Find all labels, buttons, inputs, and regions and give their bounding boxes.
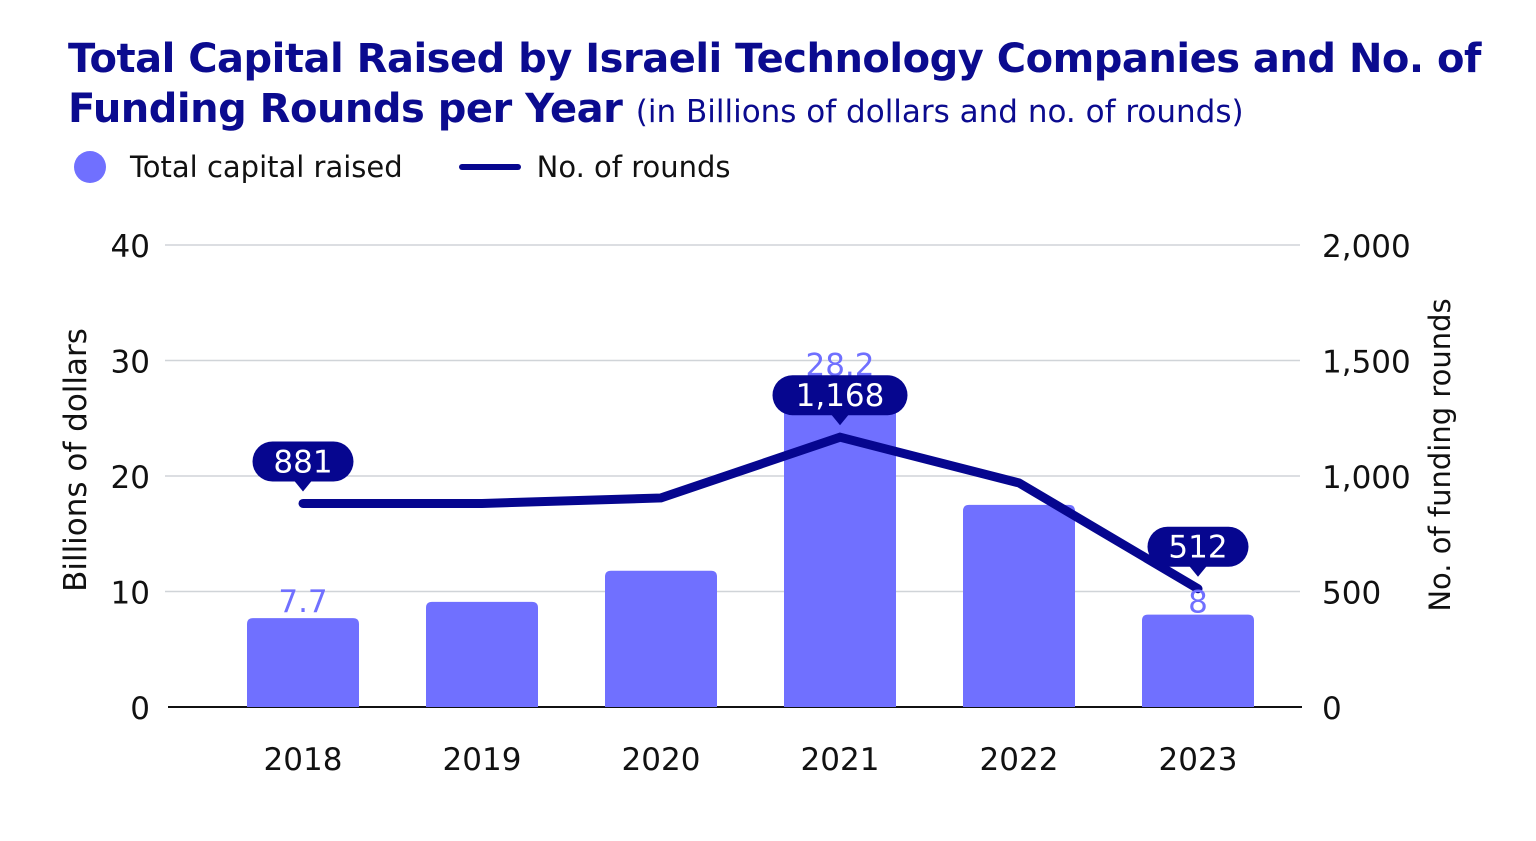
bar-2022 <box>963 504 1075 707</box>
chart-subtitle: (in Billions of dollars and no. of round… <box>635 94 1244 130</box>
bar-2021 <box>784 381 896 707</box>
bar-2019 <box>426 601 538 707</box>
legend-bar-swatch <box>74 151 106 183</box>
line-label-pointer <box>1189 565 1207 577</box>
y-tick-label: 10 <box>111 576 150 612</box>
bar-2018 <box>247 618 359 707</box>
rounds-line <box>298 432 1203 594</box>
y2-tick-label: 500 <box>1322 576 1381 612</box>
legend-bar-label: Total capital raised <box>130 150 403 184</box>
legend: Total capital raised No. of rounds <box>74 150 731 184</box>
y2-tick-label: 1,000 <box>1322 460 1411 496</box>
y-tick-label: 20 <box>111 460 150 496</box>
y2-tick-label: 2,000 <box>1322 229 1411 265</box>
y2-tick-label: 1,500 <box>1322 345 1411 381</box>
y2-axis-label: No. of funding rounds <box>1423 298 1457 611</box>
line-label-pointer <box>294 480 312 492</box>
line-label-bubble <box>1147 526 1249 567</box>
legend-line-swatch <box>458 164 521 170</box>
legend-line-label: No. of rounds <box>536 150 731 184</box>
line-label-bubble <box>772 375 908 416</box>
line-value-label: 512 <box>1168 530 1227 566</box>
y-tick-label: 40 <box>111 229 150 265</box>
x-tick-label: 2020 <box>622 742 701 778</box>
chart-title: Total Capital Raised by Israeli Technolo… <box>68 34 1508 137</box>
x-tick-label: 2019 <box>443 742 522 778</box>
y-axis-label: Billions of dollars <box>58 328 94 592</box>
line-value-label: 1,168 <box>796 378 885 414</box>
bar-2020 <box>605 570 717 707</box>
bar-2023 <box>1142 614 1254 707</box>
y-tick-label: 0 <box>130 691 150 727</box>
line-value-label: 881 <box>273 444 332 480</box>
x-tick-label: 2021 <box>801 742 880 778</box>
bar-value-label: 7.7 <box>278 584 327 620</box>
line-label-bubble <box>252 441 354 482</box>
y2-tick-label: 0 <box>1322 691 1342 727</box>
title-main: Total Capital Raised by Israeli Technolo… <box>68 36 1481 132</box>
bar-value-label: 8 <box>1188 585 1208 621</box>
x-tick-label: 2018 <box>264 742 343 778</box>
line-label-pointer <box>831 414 849 426</box>
x-tick-label: 2022 <box>980 742 1059 778</box>
x-tick-label: 2023 <box>1159 742 1238 778</box>
y-tick-label: 30 <box>111 345 150 381</box>
